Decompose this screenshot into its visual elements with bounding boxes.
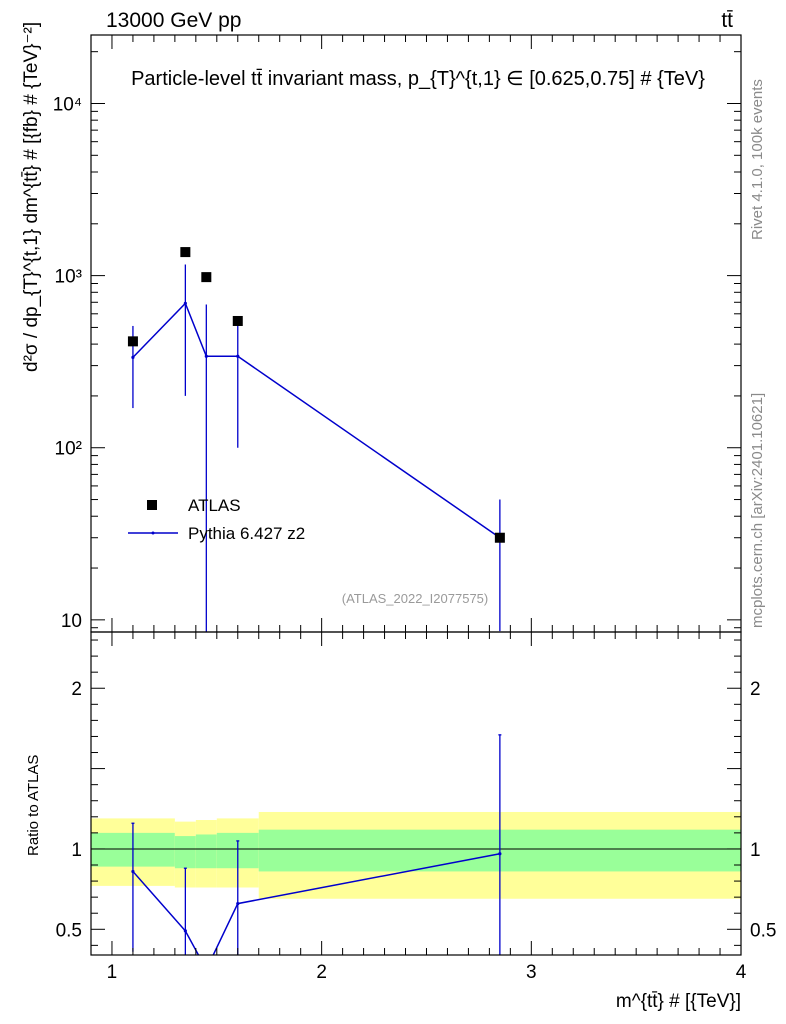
- ratio-y-tick-label-left-1: 1: [71, 840, 82, 861]
- main-mc-point-3: [236, 354, 240, 358]
- x-tick-label-3: 4: [736, 962, 747, 983]
- ratio-y-tick-label-right-2: 2: [750, 679, 761, 700]
- rivet-version-label: Rivet 4.1.0, 100k events: [749, 79, 766, 240]
- main-data-point-0: [127, 336, 138, 347]
- legend-mc-label: Pythia 6.427 z2: [188, 524, 305, 543]
- main-mc-point-1: [183, 301, 187, 305]
- ratio-mc-point-1: [183, 929, 187, 933]
- ratio-y-axis-label: Ratio to ATLAS: [25, 755, 42, 856]
- ratio-uncertainty-bands: [91, 811, 741, 899]
- ratio-y-tick-label-left-2: 2: [71, 679, 82, 700]
- main-data-point-3: [232, 315, 243, 326]
- ratio-y-tick-label-right-0: 0.5: [750, 920, 776, 941]
- header-process-label: tt̄: [721, 9, 733, 32]
- main-mc-point-2: [204, 354, 208, 358]
- ratio-band-inner-2: [195, 834, 217, 869]
- ratio-mc-point-0: [131, 869, 135, 874]
- main-y-tick-label-2: 10³: [55, 267, 82, 288]
- ratio-mc-point-2: [205, 968, 208, 971]
- main-y-tick-label-1: 10²: [55, 439, 82, 460]
- x-tick-label-0: 1: [107, 962, 118, 983]
- main-y-axis-label: d²σ / dp_{T}^{t,1} dm^{tt̄} # [{fb} # {T…: [21, 22, 42, 372]
- main-y-tick-label-3: 10⁴: [53, 94, 82, 115]
- main-data-point-2: [201, 272, 212, 283]
- ratio-plot-frame: [90, 631, 742, 956]
- axis-tick-labels: 1 2 3 4 10 10² 10³ 10⁴ 0.5 0.5 1 1 2 2: [53, 94, 777, 983]
- main-data-point-1: [180, 247, 191, 258]
- main-mc-series: [131, 264, 502, 632]
- main-mc-point-0: [131, 355, 135, 359]
- ratio-y-tick-label-left-0: 0.5: [56, 920, 82, 941]
- main-data-point-4: [494, 532, 505, 543]
- legend-mc-marker: [151, 531, 155, 535]
- header-energy-label: 13000 GeV pp: [106, 9, 241, 32]
- ratio-y-tick-label-right-1: 1: [750, 840, 761, 861]
- ratio-mc-clipped: [131, 734, 502, 971]
- chart-title: Particle-level tt̄ invariant mass, p_{T}…: [131, 68, 705, 90]
- main-y-tick-label-0: 10: [61, 611, 82, 632]
- main-data-series: [127, 247, 505, 543]
- ratio-mc-point-3: [236, 901, 240, 906]
- ratio-mc-series: [131, 734, 502, 971]
- legend-data-label: ATLAS: [188, 496, 241, 515]
- ratio-mc-point-4: [498, 852, 502, 856]
- ratio-mc-line: [132, 853, 501, 955]
- mcplots-source-label: mcplots.cern.ch [arXiv:2401.10621]: [749, 393, 766, 628]
- x-tick-label-1: 2: [316, 962, 327, 983]
- axis-ticks: [90, 35, 742, 955]
- analysis-watermark: (ATLAS_2022_I2077575): [342, 591, 488, 606]
- x-tick-label-2: 3: [526, 962, 537, 983]
- legend-data-marker: [147, 500, 157, 510]
- ratio-band-inner-1: [174, 836, 196, 869]
- x-axis-label: m^{tt̄} # [{TeV}]: [616, 991, 741, 1012]
